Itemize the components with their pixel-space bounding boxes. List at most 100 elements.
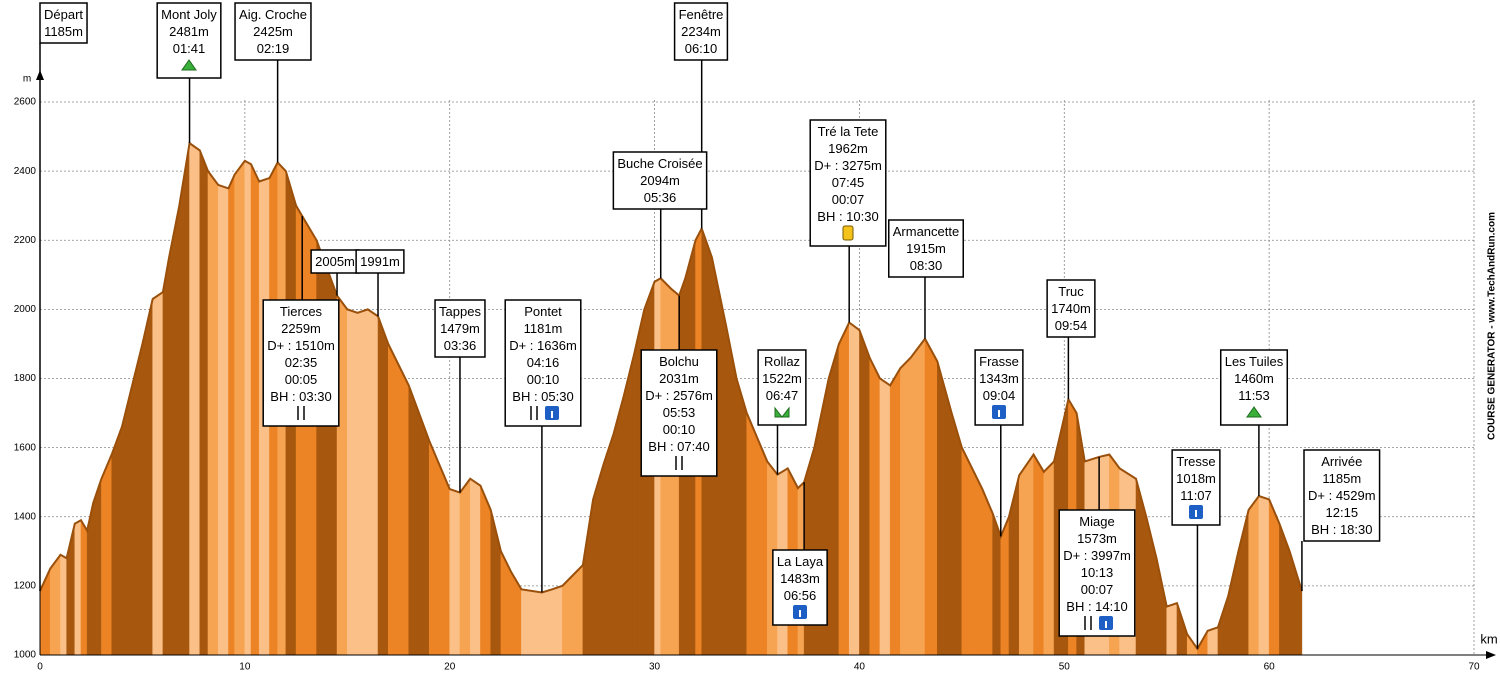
waypoint: Armancette 1915m 08:30 [888,219,964,339]
waypoint-text: Les Tuiles [1225,354,1284,369]
waypoint-box [262,299,340,427]
waypoint-box [809,119,887,247]
waypoint-text: 00:07 [1081,582,1114,597]
waypoint: Truc 1740m 09:54 [1046,279,1096,400]
waypoint-text: 09:54 [1055,318,1088,333]
waypoint-text: D+ : 1510m [267,338,335,353]
credit: COURSE GENERATOR - www.TechAndRun.com [1487,212,1498,440]
profile-segment [603,433,614,656]
waypoint-text: 1181m [524,321,563,336]
waypoint: Tappes 1479m 03:36 [434,299,486,493]
waypoint-box [673,2,729,61]
profile-segment [1207,627,1219,656]
waypoint-text: D+ : 2576m [645,388,713,403]
waypoint-box [1046,279,1096,338]
waypoint-text: 00:05 [285,372,318,387]
waypoint: Bolchu 2031m D+ : 2576m 05:53 00:10 BH : 07:4… [640,295,718,477]
profile-segment [736,378,748,656]
waypoint-text: 1740m [1051,301,1091,316]
waypoint-text: 08:30 [910,258,943,273]
x-tick-label: 40 [854,662,866,673]
profile-segment [142,298,153,656]
profile-segment [1000,516,1010,656]
icon-beer [842,225,854,241]
profile-segment [1008,475,1020,656]
profile-segment [1258,495,1270,656]
waypoint: Les Tuiles 1460m 11:53 [1219,349,1289,497]
waypoint-text: 1185m [44,24,83,39]
waypoint-text: Pontet [524,304,562,319]
waypoint-box [1058,509,1136,637]
waypoint-text: 03:36 [444,338,477,353]
waypoint-text: Départ [44,7,83,22]
waypoint-text: 02:35 [285,355,318,370]
profile-segment [869,357,881,656]
profile-segment [152,291,164,656]
profile-segment [961,447,973,656]
icon-info-i [1105,621,1107,628]
profile-segment [1289,551,1303,656]
profile-segment [80,519,88,656]
profile-segment [428,440,450,656]
waypoint-text: 06:56 [784,588,817,603]
profile-segment [521,589,543,656]
waypoint-text: 04:16 [527,355,560,370]
waypoint-text: Tappes [439,304,481,319]
waypoint-text: 05:53 [663,405,696,420]
waypoint-text: D+ : 4529m [1308,488,1376,503]
waypoint-box [612,151,708,210]
waypoint-box [640,349,718,477]
profile-segment [234,159,246,656]
waypoint: La Laya 1483m 06:56 [772,482,828,626]
icon-valley [774,406,790,418]
profile-segment [1018,453,1034,656]
waypoint-text: 02:19 [257,41,290,56]
waypoint-text: 11:07 [1180,488,1212,503]
profile-segment [469,478,481,656]
waypoint-text: 12:15 [1326,505,1359,520]
waypoint-text: D+ : 1636m [509,338,577,353]
waypoint-text: 00:07 [832,192,865,207]
profile-segment [408,385,430,656]
profile-segment [572,564,584,656]
profile-segment [74,519,82,656]
profile-segment [1268,499,1280,656]
profile-segment [121,385,133,656]
profile-segment [217,184,229,656]
waypoint-text: Rollaz [764,354,800,369]
profile-segment [951,412,963,656]
waypoint-text: 1962m [828,141,868,156]
waypoint-text: Armancette [893,224,959,239]
waypoint-text: 01:41 [173,41,206,56]
profile-segment [756,437,768,656]
y-axis-label: m [23,74,31,85]
profile-segment [1248,495,1260,656]
profile-segment [367,308,379,656]
profile-segment [49,554,61,656]
waypoint-text: 10:13 [1081,565,1114,580]
profile-segment [971,468,983,656]
x-axis-arrow [1486,651,1496,659]
y-tick-label: 1400 [14,511,37,522]
profile-segment [131,343,143,656]
x-tick-label: 10 [239,662,251,673]
waypoint-text: Bolchu [659,354,699,369]
waypoint-text: Buche Croisée [617,156,702,171]
waypoint-box [504,299,582,427]
profile-segment [244,160,252,656]
waypoint-text: 07:45 [832,175,865,190]
waypoint-box [757,349,807,426]
y-tick-label: 2200 [14,235,37,246]
waypoint-text: La Laya [777,554,824,569]
profile-segment [377,316,389,656]
waypoint-text: 1522m [762,371,802,386]
y-tick-label: 1200 [14,581,37,592]
profile-segment [582,499,594,656]
icon-info-i [551,411,553,418]
waypoint-text: 00:10 [663,422,696,437]
profile-segment [111,426,123,656]
waypoint-text: 2234m [681,24,721,39]
profile-segment [162,257,170,656]
profile-segment [179,143,190,656]
x-axis-label: km [1480,631,1497,646]
